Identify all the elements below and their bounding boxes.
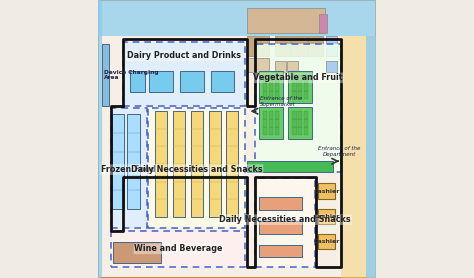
Bar — [259, 245, 302, 257]
Bar — [298, 127, 302, 135]
Bar — [110, 231, 246, 267]
Bar — [298, 120, 302, 127]
Bar — [263, 120, 267, 127]
Bar — [298, 91, 302, 99]
Bar — [263, 127, 267, 135]
Bar — [247, 8, 325, 33]
Bar — [263, 91, 267, 99]
Bar — [292, 83, 297, 91]
Bar — [298, 75, 302, 83]
Bar — [98, 0, 102, 278]
Bar — [180, 71, 204, 92]
Bar — [259, 221, 302, 234]
Bar — [155, 111, 167, 217]
Bar — [366, 36, 376, 278]
Bar — [247, 36, 269, 56]
Bar — [263, 83, 267, 91]
Bar — [269, 75, 273, 83]
Bar — [304, 75, 309, 83]
Bar — [318, 183, 335, 199]
Bar — [269, 120, 273, 127]
Text: Wine and Beverage: Wine and Beverage — [134, 244, 223, 253]
Bar — [287, 61, 298, 72]
Text: Entrance of the
Department: Entrance of the Department — [318, 146, 361, 157]
Text: Vegetable and Fruit: Vegetable and Fruit — [254, 73, 343, 82]
Bar — [292, 75, 297, 83]
Bar — [269, 127, 273, 135]
Bar — [308, 36, 323, 56]
Bar — [255, 178, 315, 267]
Bar — [127, 114, 140, 208]
Bar — [275, 83, 279, 91]
Bar — [298, 111, 302, 119]
Bar — [191, 111, 203, 217]
Bar — [274, 61, 286, 72]
Bar — [247, 58, 269, 72]
Text: Frozen Food: Frozen Food — [101, 165, 156, 174]
Bar — [130, 71, 145, 92]
Text: Entrance of the
Supermarket: Entrance of the Supermarket — [260, 96, 302, 107]
Bar — [275, 111, 279, 119]
Bar — [269, 83, 273, 91]
Bar — [292, 111, 297, 119]
Bar — [304, 83, 309, 91]
Text: Dairy Product and Drinks: Dairy Product and Drinks — [127, 51, 241, 60]
Text: Cashier: Cashier — [313, 239, 340, 244]
Text: Daily Necessities and Snacks: Daily Necessities and Snacks — [131, 165, 263, 174]
Bar — [304, 127, 309, 135]
Bar — [173, 111, 185, 217]
Bar — [289, 107, 312, 139]
Bar — [263, 111, 267, 119]
Bar — [341, 36, 376, 278]
Bar — [326, 61, 337, 72]
Text: Daily Necessities and Snacks: Daily Necessities and Snacks — [219, 215, 351, 224]
Text: Device Charging
Area: Device Charging Area — [104, 70, 158, 80]
Bar — [209, 111, 221, 217]
Bar — [148, 108, 246, 228]
Bar — [298, 83, 302, 91]
Bar — [98, 0, 376, 36]
Bar — [292, 120, 297, 127]
Bar — [289, 71, 312, 103]
Bar — [292, 91, 297, 99]
Bar — [319, 14, 328, 33]
Bar — [259, 107, 283, 139]
Bar — [102, 44, 109, 106]
Bar — [275, 127, 279, 135]
Bar — [226, 111, 237, 217]
Bar — [275, 75, 279, 83]
Text: Cashier: Cashier — [313, 214, 340, 219]
Bar — [304, 111, 309, 119]
Bar — [274, 36, 290, 56]
Bar — [263, 75, 267, 83]
Text: Cashier: Cashier — [313, 189, 340, 193]
Bar — [275, 120, 279, 127]
Bar — [304, 120, 309, 127]
Bar — [318, 208, 335, 224]
Bar — [269, 91, 273, 99]
Bar — [210, 71, 234, 92]
Bar — [255, 44, 341, 172]
Bar — [259, 197, 302, 210]
Bar — [259, 71, 283, 103]
Bar — [291, 36, 307, 56]
Bar — [318, 234, 335, 249]
Bar — [113, 242, 161, 263]
Bar — [110, 108, 146, 228]
Bar — [304, 91, 309, 99]
Bar — [149, 71, 173, 92]
Bar — [247, 161, 333, 172]
Bar — [269, 111, 273, 119]
Bar — [123, 42, 246, 106]
Bar — [292, 127, 297, 135]
Bar — [275, 91, 279, 99]
Bar — [112, 114, 124, 208]
Bar — [326, 36, 337, 56]
